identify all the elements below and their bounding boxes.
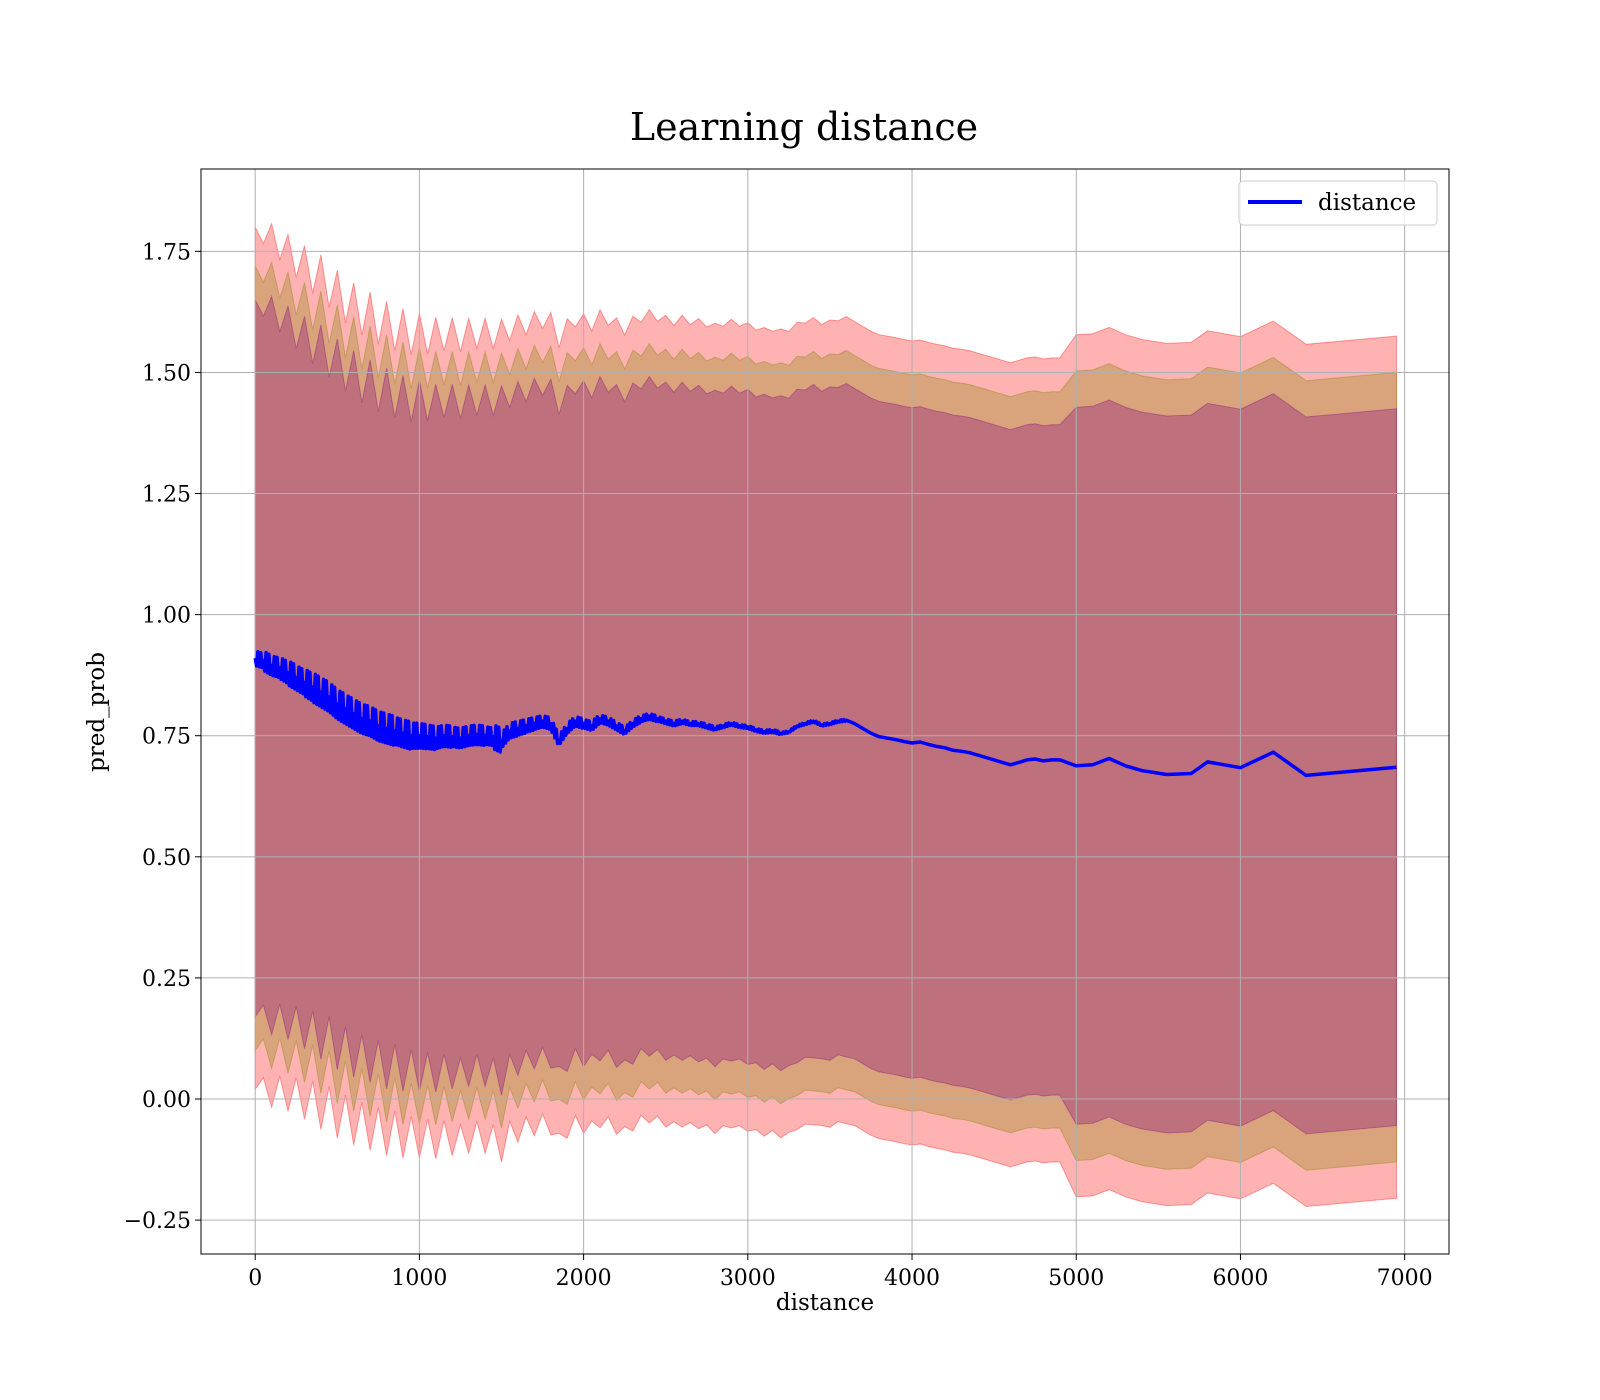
data-line-group (253, 650, 1397, 778)
legend-box (1238, 180, 1438, 226)
y-tick-label: 0.75 (142, 725, 191, 750)
y-axis-ticks: −0.25 0.00 0.25 0.50 0.75 1.00 1.25 1.50 1.75 (124, 240, 201, 1234)
y-tick-label: 1.50 (142, 361, 191, 386)
y-axis-label: pred_prob (84, 652, 110, 772)
legend: distance (1238, 180, 1438, 226)
band-outer (254, 222, 1397, 1208)
x-axis-label: distance (776, 1290, 874, 1316)
chart-title: Learning distance (630, 105, 978, 149)
y-tick-label: 1.00 (142, 604, 191, 629)
grid-lines (201, 169, 1449, 1254)
y-tick-label: 1.25 (142, 483, 191, 508)
series-line-distance (253, 650, 1397, 778)
x-tick-label: 0 (248, 1266, 262, 1291)
y-tick-label: 0.50 (142, 846, 191, 871)
x-axis-ticks: 0 1000 2000 3000 4000 5000 6000 7000 (248, 1254, 1433, 1291)
y-tick-label: 1.75 (142, 240, 191, 265)
x-tick-label: 3000 (720, 1266, 776, 1291)
plot-frame (200, 168, 1450, 1255)
band-middle (254, 260, 1397, 1171)
x-tick-label: 2000 (556, 1266, 612, 1291)
band-inner (254, 294, 1397, 1135)
legend-label: distance (1318, 190, 1416, 216)
y-tick-label: −0.25 (124, 1209, 191, 1234)
x-tick-label: 4000 (884, 1266, 940, 1291)
y-tick-label: 0.25 (142, 967, 191, 992)
y-tick-label: 0.00 (142, 1088, 191, 1113)
x-tick-label: 7000 (1377, 1266, 1433, 1291)
x-tick-label: 1000 (391, 1266, 447, 1291)
x-tick-label: 5000 (1048, 1266, 1104, 1291)
x-tick-label: 6000 (1212, 1266, 1268, 1291)
confidence-bands (254, 222, 1397, 1208)
